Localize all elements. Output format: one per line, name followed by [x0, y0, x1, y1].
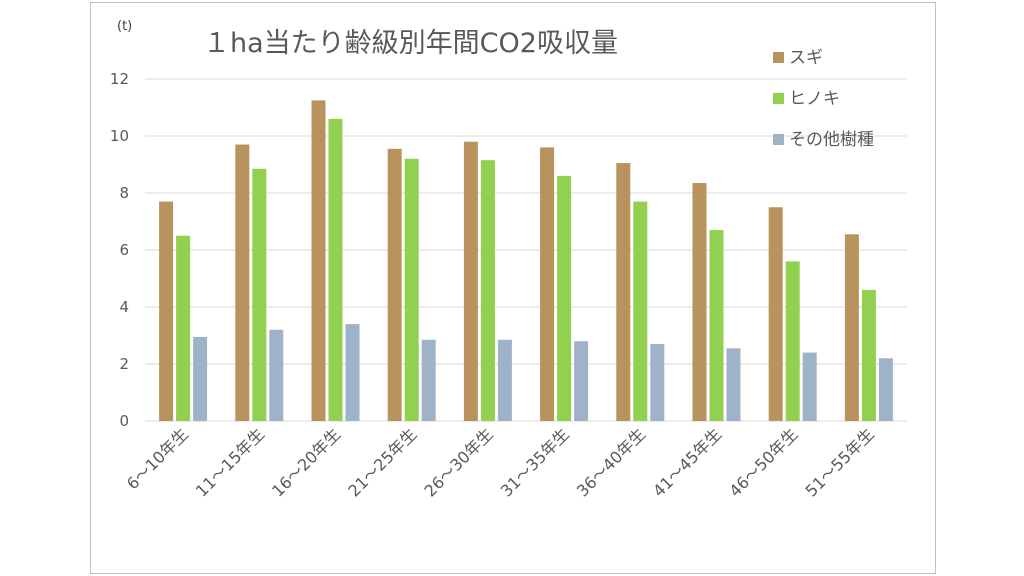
bar — [159, 201, 174, 421]
x-tick-label: 16～20年生 — [268, 424, 344, 500]
legend-swatch — [773, 134, 784, 145]
bar — [540, 147, 555, 421]
bar — [311, 100, 326, 421]
bar — [768, 207, 783, 421]
bars — [159, 100, 893, 422]
bar — [574, 341, 589, 421]
bar — [785, 261, 800, 421]
bar — [193, 336, 208, 421]
legend-label: スギ — [789, 48, 823, 68]
x-tick-label: 6～10年生 — [123, 424, 192, 493]
bar — [726, 348, 741, 421]
bar — [861, 289, 876, 421]
legend-label: ヒノキ — [789, 89, 840, 109]
x-axis-ticks: 6～10年生 11～15年生 16～20年生 21～25年生 26～30年生 31～35年… — [123, 424, 878, 500]
y-tick-label: 0 — [119, 412, 129, 430]
bar — [844, 234, 859, 421]
bar — [387, 148, 402, 421]
y-tick-label: 6 — [119, 241, 129, 259]
bar — [616, 163, 631, 421]
bar — [176, 235, 191, 421]
x-tick-label: 41～45年生 — [649, 424, 725, 500]
bar — [709, 230, 724, 421]
chart-title: １ha当たり齢級別年間CO2吸収量 — [203, 28, 618, 59]
bar — [480, 160, 495, 421]
legend-label: その他樹種 — [789, 130, 874, 150]
bar — [252, 168, 267, 421]
bar — [650, 344, 665, 421]
bar — [269, 329, 284, 421]
y-tick-label: 2 — [119, 355, 129, 373]
bar — [633, 201, 648, 421]
y-axis-ticks: 0 2 4 6 8 10 12 — [110, 70, 129, 430]
bar — [345, 324, 360, 421]
bar — [497, 339, 512, 421]
chart-frame: (t) １ha当たり齢級別年間CO2吸収量 0 2 4 6 8 10 12 6～10年生 11… — [90, 2, 936, 574]
legend-swatch — [773, 93, 784, 104]
bar — [404, 158, 419, 422]
x-tick-label: 11～15年生 — [192, 424, 268, 500]
x-tick-label: 46～50年生 — [725, 424, 801, 500]
y-tick-label: 12 — [110, 70, 129, 88]
bar — [878, 358, 893, 421]
x-tick-label: 21～25年生 — [344, 424, 420, 500]
bar — [421, 339, 436, 421]
y-tick-label: 4 — [119, 298, 129, 316]
y-tick-label: 10 — [110, 127, 129, 145]
bar — [557, 175, 572, 421]
x-tick-label: 36～40年生 — [573, 424, 649, 500]
y-tick-label: 8 — [119, 184, 129, 202]
x-tick-label: 31～35年生 — [497, 424, 573, 500]
bar — [463, 141, 478, 421]
x-tick-label: 51～55年生 — [802, 424, 878, 500]
bar — [328, 118, 343, 422]
bar — [235, 144, 250, 422]
bar — [692, 183, 707, 421]
bar-chart: (t) １ha当たり齢級別年間CO2吸収量 0 2 4 6 8 10 12 6～10年生 11… — [110, 19, 907, 501]
unit-label: (t) — [117, 19, 132, 34]
legend-swatch — [773, 52, 784, 63]
x-tick-label: 26～30年生 — [421, 424, 497, 500]
bar — [802, 352, 817, 421]
